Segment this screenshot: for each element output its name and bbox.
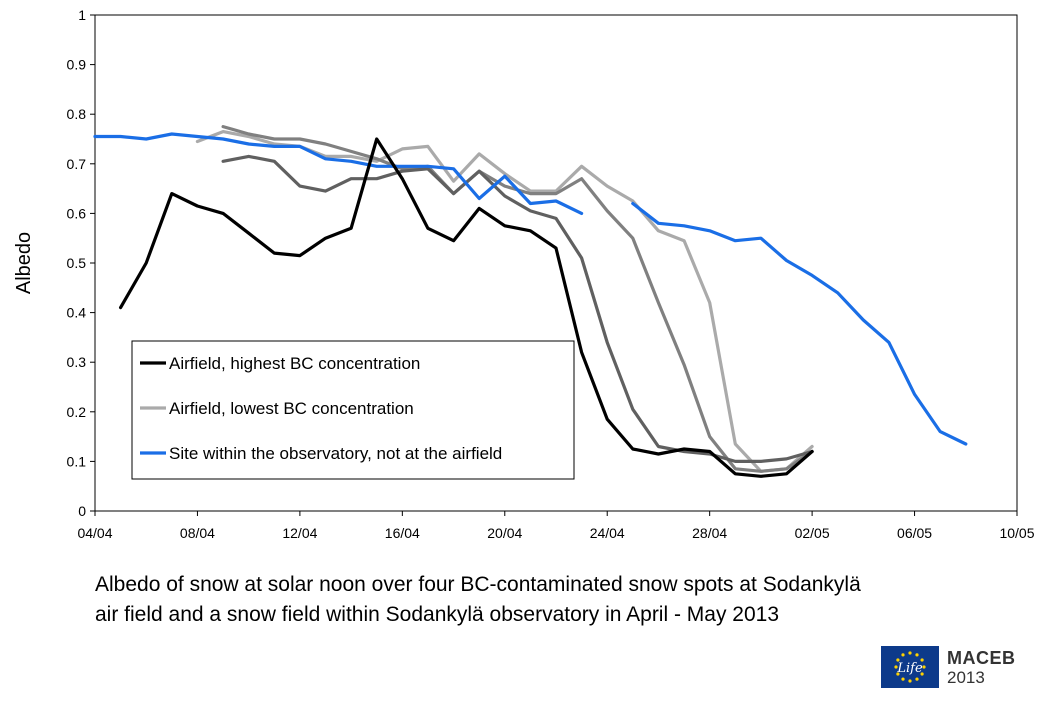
flag-star-icon [915, 677, 919, 681]
y-tick-label: 0.9 [67, 57, 87, 73]
x-tick-label: 20/04 [487, 525, 522, 541]
y-tick-label: 0 [78, 503, 86, 519]
flag-star-icon [894, 665, 898, 669]
caption-line-2: air field and a snow field within Sodank… [95, 603, 780, 626]
x-tick-label: 08/04 [180, 525, 215, 541]
eu-life-flag-icon: Life [881, 646, 939, 688]
flag-star-icon [896, 672, 900, 676]
x-tick-label: 02/05 [795, 525, 830, 541]
flag-star-icon [901, 677, 905, 681]
y-tick-label: 0.3 [67, 354, 87, 370]
flag-star-icon [908, 651, 912, 655]
caption-line-1: Albedo of snow at solar noon over four B… [95, 573, 861, 596]
x-tick-label: 16/04 [385, 525, 420, 541]
y-tick-label: 0.1 [67, 453, 87, 469]
flag-star-icon [920, 658, 924, 662]
series-line [93, 132, 584, 215]
legend-entry: Airfield, lowest BC concentration [169, 399, 414, 418]
y-tick-label: 0.2 [67, 404, 87, 420]
series-line [119, 137, 814, 478]
flag-star-icon [920, 672, 924, 676]
x-tick-label: 10/05 [999, 525, 1034, 541]
logo-year: 2013 [947, 668, 985, 687]
flag-star-icon [922, 665, 926, 669]
y-tick-label: 1 [78, 7, 86, 23]
plot-area: 0 0.1 0.2 0.3 0.4 0.5 0.6 0.7 0.8 0.9 1 04/04 08/04 1… [13, 7, 1035, 541]
x-tick-label: 28/04 [692, 525, 727, 541]
series-line [631, 201, 968, 446]
flag-star-icon [901, 653, 905, 657]
legend-box [131, 340, 575, 480]
y-tick-label: 0.5 [67, 255, 87, 271]
y-axis-label: Albedo [13, 232, 35, 294]
y-tick-label: 0.7 [67, 156, 87, 172]
albedo-chart: 0 0.1 0.2 0.3 0.4 0.5 0.6 0.7 0.8 0.9 1 04/04 08/04 1… [13, 7, 1035, 541]
flag-star-icon [915, 653, 919, 657]
life-logo-text: Life [896, 661, 923, 676]
x-tick-label: 12/04 [282, 525, 317, 541]
legend-entry: Airfield, highest BC concentration [169, 354, 420, 373]
legend-entry: Site within the observatory, not at the … [169, 444, 502, 463]
y-tick-label: 0.8 [67, 106, 87, 122]
maceb-logo: Life MACEB 2013 [881, 646, 1015, 690]
flag-star-icon [908, 679, 912, 683]
figure-caption: Albedo of snow at solar noon over four B… [95, 570, 1015, 630]
x-tick-label: 24/04 [590, 525, 625, 541]
logo-name: MACEB [947, 648, 1016, 668]
x-tick-label: 04/04 [77, 525, 112, 541]
y-tick-label: 0.4 [67, 305, 87, 321]
flag-star-icon [896, 658, 900, 662]
x-tick-label: 06/05 [897, 525, 932, 541]
y-tick-label: 0.6 [67, 205, 87, 221]
